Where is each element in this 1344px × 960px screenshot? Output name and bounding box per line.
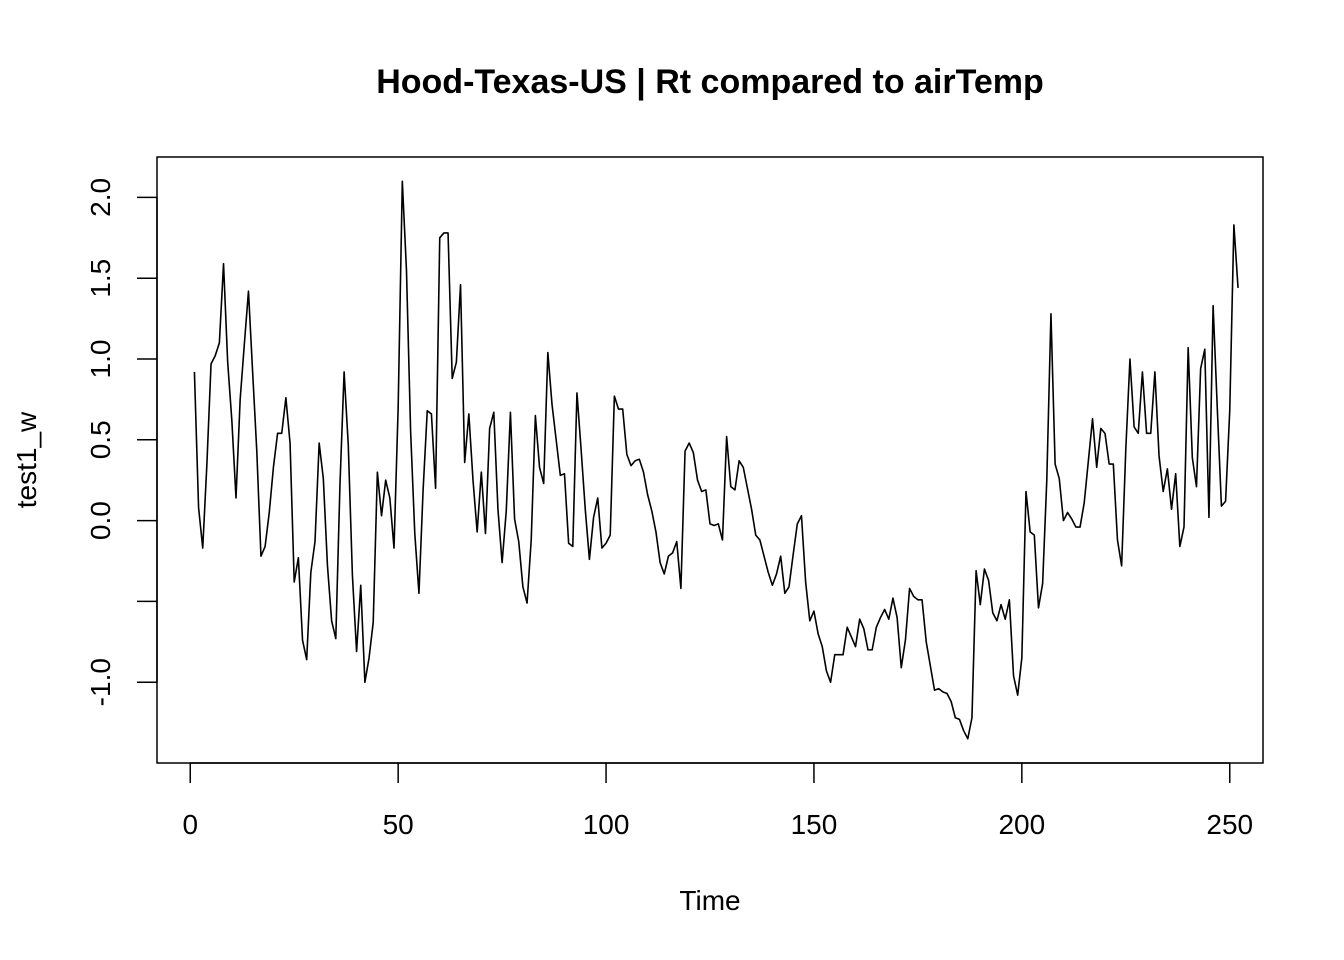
y-axis-label: test1_w [11,411,42,508]
series-layer [193,180,1239,740]
x-axis: 0 50 100 150 200 250 [182,762,1253,840]
x-tick-label: 0 [182,809,198,840]
y-tick-label: 1.5 [85,259,116,298]
series-line [193,180,1239,740]
y-axis: -1.0 0.0 0.5 1.0 1.5 2.0 [85,178,158,706]
x-tick-label: 250 [1206,809,1253,840]
x-tick-label: 100 [583,809,630,840]
y-tick-label: 0.0 [85,501,116,540]
chart-title: Hood-Texas-US | Rt compared to airTemp [376,63,1044,101]
y-tick-label: -1.0 [85,658,116,706]
x-tick-label: 200 [998,809,1045,840]
y-tick-label: 1.0 [85,340,116,379]
x-tick-label: 50 [383,809,414,840]
x-axis-label: Time [679,885,740,916]
x-tick-label: 150 [791,809,838,840]
y-tick-label: 2.0 [85,178,116,217]
y-tick-label: 0.5 [85,420,116,459]
